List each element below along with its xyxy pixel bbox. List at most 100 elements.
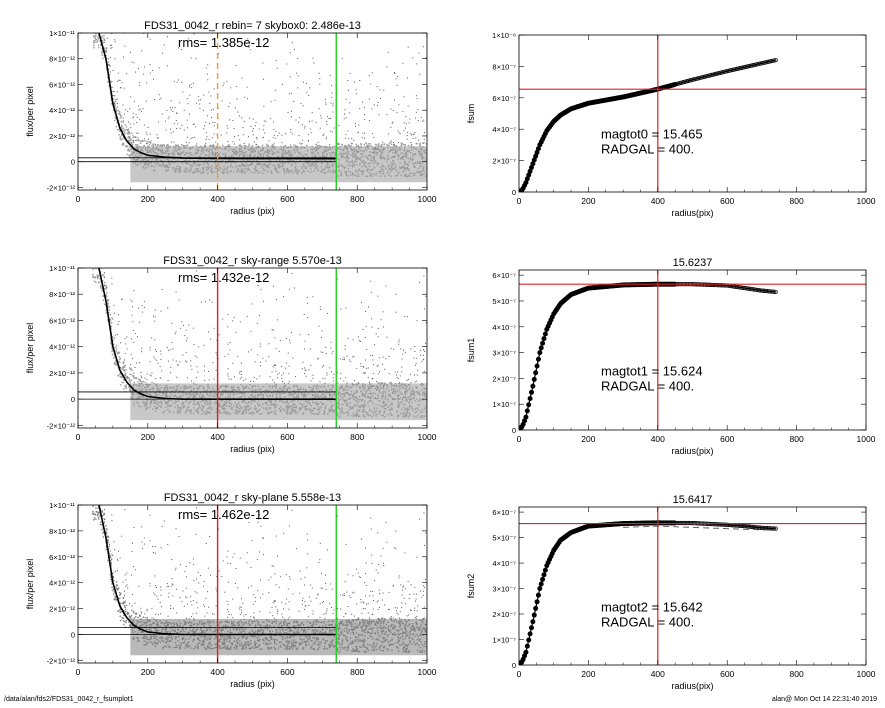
flux0-scatter-point xyxy=(125,126,128,128)
flux1-scatter-point xyxy=(362,329,364,331)
flux0-scatter-point xyxy=(117,112,120,115)
flux0-scatter-point xyxy=(415,142,418,145)
flux1-scatter-point xyxy=(182,354,184,356)
flux0-scatter-point xyxy=(139,142,142,144)
flux1-scatter-point xyxy=(398,341,400,343)
flux0-scatter-point xyxy=(417,120,419,122)
flux0-scatter-point xyxy=(402,143,405,146)
flux1-scatter-point xyxy=(396,371,398,373)
flux0-scatter-point xyxy=(328,117,330,119)
flux0-scatter-point xyxy=(387,133,389,135)
flux0-scatter-point xyxy=(247,136,249,138)
flux1-scatter-point xyxy=(161,289,163,291)
flux1-scatter-point xyxy=(121,299,123,301)
flux0-scatter-point xyxy=(264,132,266,134)
flux1-scatter-point xyxy=(349,359,351,361)
flux1-scatter-point xyxy=(112,256,113,257)
flux0-scatter-point xyxy=(227,140,229,142)
flux1-scatter-point xyxy=(129,388,131,390)
flux0-scatter-point xyxy=(386,143,388,146)
flux0-scatter-point xyxy=(415,111,417,113)
flux1-scatter-point xyxy=(103,275,105,278)
flux0-scatter-point xyxy=(174,107,176,109)
flux1-scatter-point xyxy=(285,338,287,340)
flux1-scatter-point xyxy=(384,368,386,370)
flux1-scatter-point xyxy=(140,375,142,377)
flux1-scatter-point xyxy=(95,254,96,255)
flux1-scatter-point xyxy=(321,337,323,339)
flux1-scatter-point xyxy=(370,354,372,356)
flux1-scatter-point xyxy=(131,314,133,316)
flux0-scatter-point xyxy=(203,144,206,147)
flux0-scatter-point xyxy=(315,144,317,146)
flux0-scatter-point xyxy=(181,124,183,126)
flux0-scatter-point xyxy=(173,80,175,82)
flux1-scatter-point xyxy=(99,285,102,287)
flux0-scatter-point xyxy=(341,58,343,60)
flux0-ytick-label: 1×10⁻¹¹ xyxy=(49,29,75,38)
flux1-scatter-point xyxy=(114,364,117,366)
flux1-scatter-point xyxy=(370,291,372,293)
flux0-scatter-point xyxy=(93,28,94,29)
flux1-scatter-point xyxy=(304,340,306,342)
flux0-scatter-point xyxy=(199,99,201,101)
flux1-scatter-point xyxy=(118,360,120,363)
flux0-scatter-point xyxy=(289,144,291,146)
flux1-scatter-point xyxy=(385,285,387,287)
flux1-scatter-point xyxy=(100,265,101,266)
flux1-scatter-point xyxy=(358,340,360,342)
flux0-sky-band xyxy=(130,146,427,183)
flux0-scatter-point xyxy=(146,142,148,144)
flux0-scatter-point xyxy=(95,27,96,28)
flux0-scatter-point xyxy=(205,142,207,144)
flux1-scatter-point xyxy=(95,259,96,260)
flux0-scatter-point xyxy=(107,68,110,70)
flux0-scatter-point xyxy=(284,145,287,147)
flux0-scatter-point xyxy=(419,144,421,146)
flux0-scatter-point xyxy=(166,143,169,146)
flux1-scatter-point xyxy=(93,214,94,215)
flux1-scatter-point xyxy=(365,311,367,313)
flux0-scatter-point xyxy=(221,100,223,102)
flux0-scatter-point xyxy=(124,45,126,47)
flux0-scatter-point xyxy=(99,40,101,42)
flux0-scatter-point xyxy=(266,143,268,145)
flux1-scatter-point xyxy=(106,292,108,294)
flux0-scatter-point xyxy=(337,142,339,144)
flux1-scatter-point xyxy=(227,343,229,345)
flux1-scatter-point xyxy=(370,280,372,282)
flux1-scatter-point xyxy=(98,264,99,265)
flux0-scatter-point xyxy=(188,142,190,144)
flux0-scatter-point xyxy=(95,38,97,41)
flux1-scatter-point xyxy=(275,298,277,300)
flux0-scatter-point xyxy=(281,134,283,136)
flux0-scatter-point xyxy=(318,145,321,147)
flux0-scatter-point xyxy=(344,144,346,147)
flux0-scatter-point xyxy=(143,33,145,34)
flux0-scatter-point xyxy=(112,69,114,71)
flux0-scatter-point xyxy=(122,121,124,123)
flux1-scatter-point xyxy=(345,377,347,379)
flux1-scatter-point xyxy=(131,374,133,376)
flux0-scatter-point xyxy=(405,116,407,118)
flux1-scatter-point xyxy=(105,294,107,296)
flux0-scatter-point xyxy=(306,91,308,93)
flux1-scatter-point xyxy=(167,380,169,382)
flux0-scatter-point xyxy=(106,19,107,20)
flux0-scatter-point xyxy=(101,29,102,30)
flux0-scatter-point xyxy=(156,134,158,136)
flux0-scatter-point xyxy=(233,127,235,129)
flux0-scatter-point xyxy=(114,41,116,43)
flux1-scatter-point xyxy=(118,352,121,354)
flux0-scatter-point xyxy=(274,137,276,139)
flux0-scatter-point xyxy=(99,23,100,24)
flux1-scatter-point xyxy=(260,289,262,291)
flux0-scatter-point xyxy=(158,67,160,69)
flux1-scatter-point xyxy=(377,327,379,329)
flux0-scatter-point xyxy=(378,114,380,116)
flux0-xtick-label: 0 xyxy=(76,194,81,204)
flux1-scatter-point xyxy=(100,204,101,205)
flux1-scatter-point xyxy=(116,333,118,335)
flux0-scatter-point xyxy=(142,140,144,143)
